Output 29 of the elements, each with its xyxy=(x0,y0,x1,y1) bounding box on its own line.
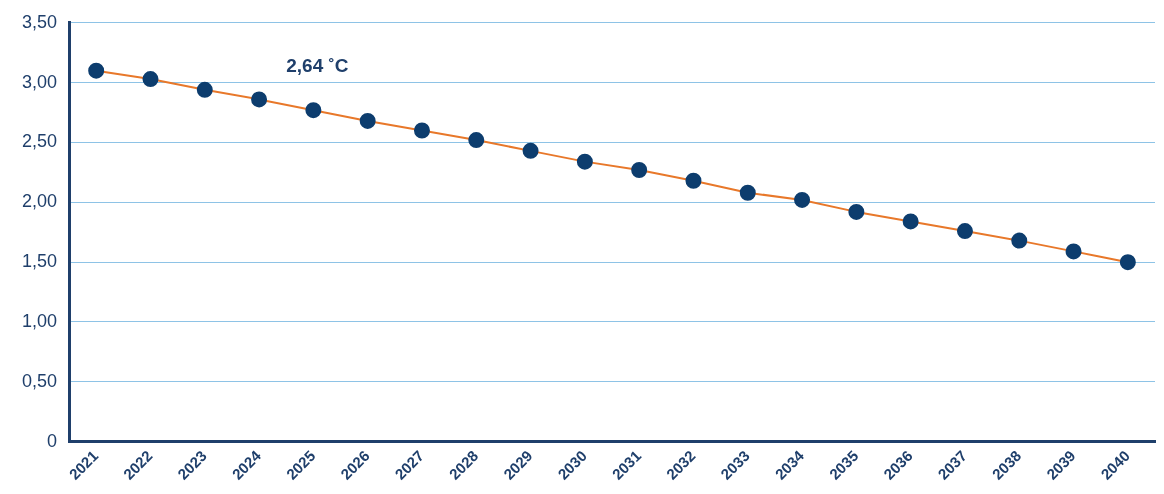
y-tick-label: 0,50 xyxy=(21,370,58,391)
y-tick-label: 3,50 xyxy=(21,11,58,32)
point xyxy=(88,62,105,79)
point xyxy=(305,102,322,119)
y-tick-label: 1,50 xyxy=(21,251,58,272)
point xyxy=(848,203,865,220)
point xyxy=(794,191,811,208)
annotation: 2,64 ˚C xyxy=(286,55,349,77)
point xyxy=(1119,254,1136,271)
point xyxy=(196,81,213,98)
point xyxy=(902,213,919,230)
point xyxy=(522,142,539,159)
y-tick-label: 1,00 xyxy=(21,310,58,331)
point xyxy=(359,112,376,129)
y-tick-label: 3,00 xyxy=(21,71,58,92)
point xyxy=(468,132,485,149)
point xyxy=(956,223,973,240)
y-tick-label: 0 xyxy=(47,430,58,451)
point xyxy=(1011,232,1028,249)
point xyxy=(142,71,159,88)
point xyxy=(576,153,593,170)
point xyxy=(631,162,648,179)
point xyxy=(739,184,756,201)
y-tick-label: 2,50 xyxy=(21,131,58,152)
y-tick-label: 2,00 xyxy=(21,191,58,212)
point xyxy=(685,172,702,189)
point xyxy=(1065,243,1082,260)
point xyxy=(413,122,430,139)
point xyxy=(251,91,268,108)
